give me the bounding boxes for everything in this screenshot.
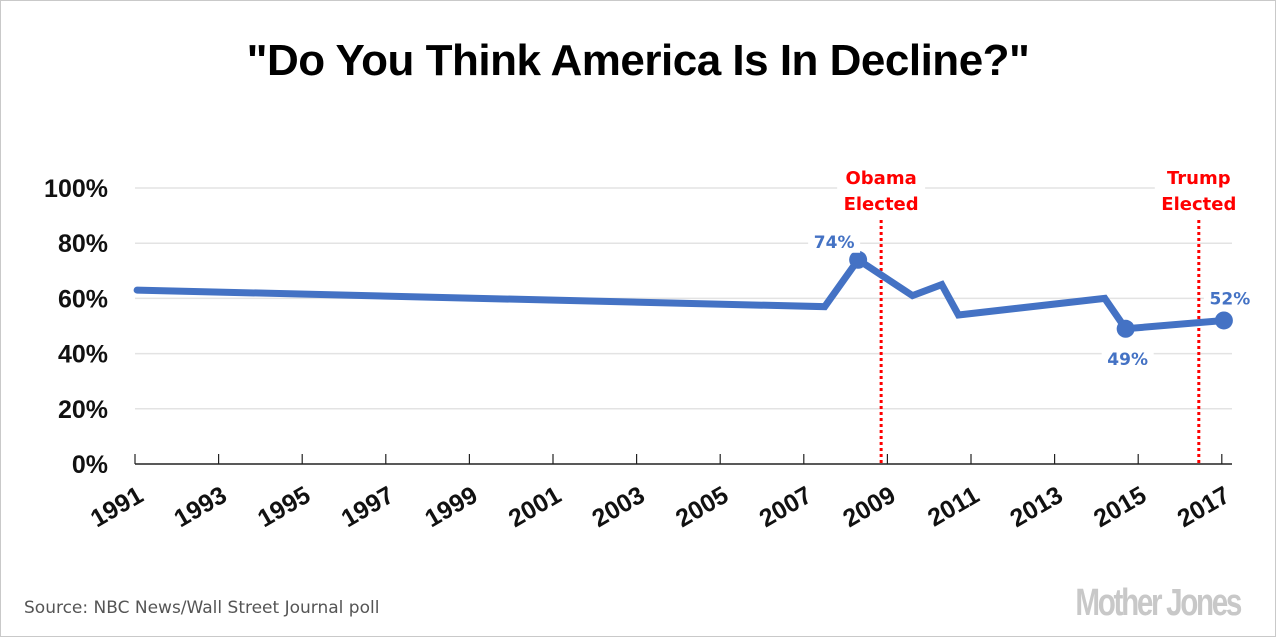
x-tick-label: 1993 (169, 481, 231, 533)
x-tick-label: 2017 (1173, 481, 1235, 533)
data-label-bg (808, 228, 861, 253)
publisher-logo: Mother Jones (1075, 582, 1242, 624)
data-label: 52% (1210, 289, 1251, 309)
data-label: 74% (814, 233, 855, 253)
annotation-label: Trump (1167, 168, 1231, 189)
x-tick-label: 2013 (1005, 481, 1067, 533)
x-tick-label: 2005 (671, 481, 733, 533)
annotation-label: Elected (844, 194, 919, 215)
annotation-label-bg (1154, 164, 1243, 216)
x-tick-label: 2001 (504, 481, 566, 533)
y-tick-label: 20% (58, 396, 108, 424)
x-tick-label: 2011 (923, 481, 984, 532)
annotation-label: Elected (1161, 194, 1236, 215)
y-tick-label: 0% (72, 451, 108, 479)
data-label: 49% (1107, 350, 1148, 370)
chart-title: "Do You Think America Is In Decline?" (246, 36, 1030, 85)
y-tick-label: 100% (44, 175, 108, 203)
x-tick-label: 2007 (755, 481, 817, 533)
data-point-marker (849, 250, 868, 269)
x-tick-label: 1991 (86, 481, 148, 533)
y-tick-label: 60% (58, 285, 108, 313)
annotation-label: Obama (846, 168, 917, 189)
data-point-marker (1214, 311, 1233, 330)
x-tick-label: 1997 (337, 481, 399, 533)
x-tick-label: 2009 (838, 481, 900, 533)
x-tick-label: 2003 (587, 481, 649, 533)
y-tick-label: 80% (58, 230, 108, 258)
x-tick-label: 1999 (420, 481, 482, 533)
series-line (133, 254, 1228, 333)
annotation-label-bg (837, 164, 926, 216)
source-note: Source: NBC News/Wall Street Journal pol… (24, 598, 380, 618)
y-tick-label: 40% (58, 341, 108, 369)
data-label-bg (1203, 285, 1256, 310)
data-point-marker (1116, 319, 1135, 338)
x-tick-label: 1995 (253, 481, 315, 533)
x-tick-label: 2015 (1089, 481, 1151, 533)
data-label-bg (1101, 345, 1154, 370)
